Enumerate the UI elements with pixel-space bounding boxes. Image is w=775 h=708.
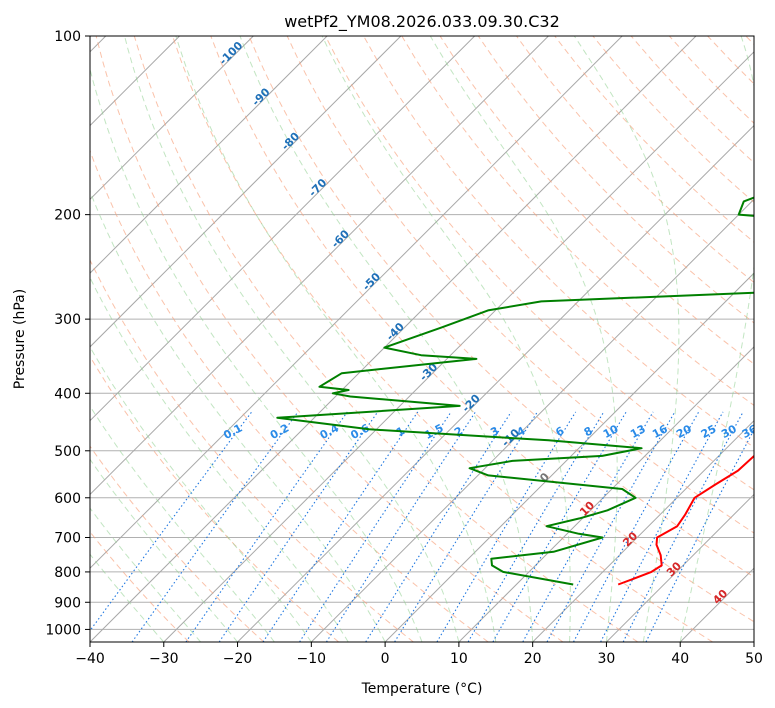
- isotherm: [90, 36, 402, 348]
- mixing-ratio-line: [131, 411, 299, 642]
- mixing-ratio-line: [492, 411, 627, 642]
- y-tick-label: 800: [54, 565, 81, 581]
- mixing-ratio-line: [522, 411, 654, 642]
- isotherm: [90, 36, 328, 274]
- x-tick-label: −10: [297, 651, 327, 667]
- dry-adiabat: [95, 36, 564, 642]
- moist-adiabat: [321, 36, 571, 642]
- x-tick-label: −30: [149, 651, 179, 667]
- mixing-ratio-label: 10: [601, 422, 621, 441]
- mixing-ratio-line: [467, 411, 605, 642]
- y-tick-label: 500: [54, 444, 81, 460]
- x-tick-label: 30: [598, 651, 616, 667]
- isotherm: [384, 272, 754, 642]
- mixing-ratio-line: [436, 411, 577, 642]
- dry-adiabat: [90, 258, 414, 642]
- dewpoint-line: [276, 196, 754, 586]
- x-axis-ticks: −40 −30 −20 −10 0 10 20 30 40 50: [75, 642, 763, 667]
- mixing-ratio-line: [90, 411, 253, 632]
- mixing-ratio-line: [262, 411, 419, 642]
- chart-title: wetPf2_YM08.2026.033.09.30.C32: [284, 12, 560, 32]
- isotherm: [90, 36, 476, 422]
- moist-adiabat: [90, 405, 275, 642]
- moist-adiabat: [573, 36, 680, 642]
- dry-adiabat: [248, 36, 754, 578]
- y-tick-label: 300: [54, 312, 81, 328]
- dry-adiabat: [90, 445, 265, 642]
- x-axis-label: Temperature (°C): [361, 681, 483, 697]
- y-tick-label: 200: [54, 208, 81, 224]
- moist-adiabat: [90, 190, 386, 642]
- mixing-ratio-label: 30: [719, 422, 739, 441]
- mixing-ratio-label: 16: [650, 422, 670, 441]
- isotherm: [90, 36, 623, 569]
- x-tick-label: 20: [524, 651, 542, 667]
- isotherm: [237, 124, 754, 642]
- mixing-ratio-line: [394, 411, 538, 642]
- moist-adiabat: [90, 345, 312, 642]
- dry-adiabat: [172, 36, 713, 642]
- y-tick-label: 900: [54, 595, 81, 611]
- x-tick-label: 10: [450, 651, 468, 667]
- y-tick-label: 700: [54, 531, 81, 547]
- y-axis-ticks: 100 200 300 400 500 600 700 800 900 1000: [45, 29, 90, 638]
- moist-adiabat: [90, 458, 238, 642]
- moist-adiabat: [90, 276, 349, 642]
- isotherm: [606, 493, 754, 642]
- mixing-ratio-label: 20: [674, 422, 694, 441]
- isotherm: [532, 419, 754, 642]
- isotherm: [163, 51, 754, 642]
- isotherm: [90, 36, 254, 201]
- moist-adiabat: [90, 507, 202, 642]
- mixing-ratio-line: [185, 411, 348, 642]
- y-tick-label: 100: [54, 29, 81, 45]
- x-tick-label: 40: [671, 651, 689, 667]
- x-tick-label: −20: [223, 651, 253, 667]
- background-lines: [90, 36, 754, 642]
- x-tick-label: 0: [381, 651, 390, 667]
- isotherm: [458, 346, 754, 642]
- mixing-ratio-line: [622, 411, 744, 642]
- moist-adiabat: [124, 36, 460, 642]
- mixing-ratio-label: 36: [740, 422, 760, 441]
- moist-adiabat: [90, 67, 423, 642]
- moist-adiabat: [679, 36, 754, 642]
- mixing-ratio-line: [299, 411, 452, 642]
- mixing-ratio-label: 25: [699, 422, 719, 441]
- dry-adiabat: [133, 36, 639, 642]
- dry-adiabat: [286, 36, 754, 534]
- dry-adiabat: [210, 36, 754, 623]
- dry-adiabat: [477, 36, 754, 324]
- mixing-ratio-line: [218, 411, 379, 642]
- mixing-ratio-line: [645, 428, 754, 642]
- y-axis-label: Pressure (hPa): [12, 289, 28, 389]
- mixing-ratio-label: 13: [628, 422, 648, 441]
- moist-adiabat: [429, 36, 618, 642]
- dry-adiabat: [516, 36, 754, 284]
- x-tick-label: −40: [75, 651, 105, 667]
- sounding-series: [276, 196, 754, 586]
- dry-adiabat: [90, 355, 339, 642]
- plot-frame: [89, 35, 755, 643]
- mixing-ratio-line: [600, 411, 724, 642]
- dry-adiabat: [324, 36, 754, 491]
- moist-adiabat: [175, 36, 497, 642]
- y-tick-label: 600: [54, 491, 81, 507]
- moist-adiabat: [239, 36, 534, 642]
- isotherm: [90, 36, 549, 496]
- x-tick-label: 50: [745, 651, 763, 667]
- y-tick-label: 1000: [45, 622, 81, 638]
- temperature-line: [617, 454, 754, 586]
- y-tick-label: 400: [54, 386, 81, 402]
